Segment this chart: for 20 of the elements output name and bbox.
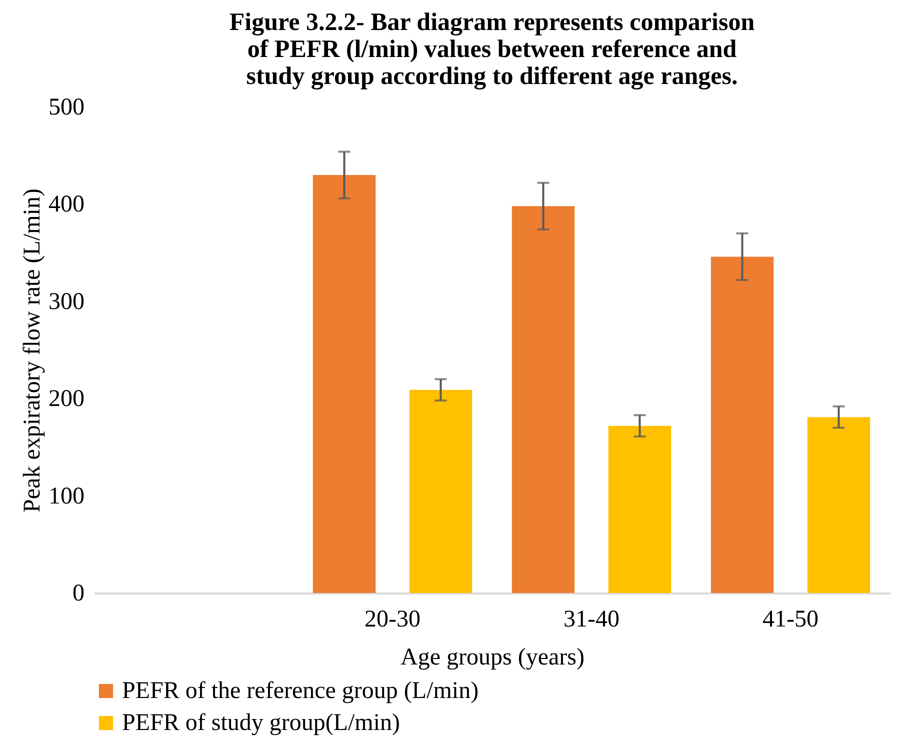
bar [409,390,472,593]
bar [710,256,774,593]
legend-label: PEFR of the reference group (L/min) [122,678,479,704]
bar [608,426,672,593]
x-tick-label: 41-50 [762,606,818,632]
x-tick-label: 31-40 [564,606,620,632]
x-axis-title: Age groups (years) [400,644,584,670]
y-axis-title: Peak expiratory flow rate (L/min) [20,188,46,512]
y-tick-label: 300 [48,288,84,315]
bar [312,175,376,593]
y-tick-label: 100 [48,483,84,510]
y-tick-label: 0 [72,580,84,606]
bar [512,206,575,593]
legend-label: PEFR of study group(L/min) [122,710,400,736]
y-tick-label: 200 [48,386,84,412]
y-tick-label: 500 [48,94,84,120]
chart-title: Figure 3.2.2- Bar diagram represents comparison of PEFR (l/min) values between reference and study group according to different age ranges. [229,9,755,90]
bar [807,417,870,593]
x-tick-label: 20-30 [364,606,420,632]
y-tick-label: 400 [48,192,84,218]
